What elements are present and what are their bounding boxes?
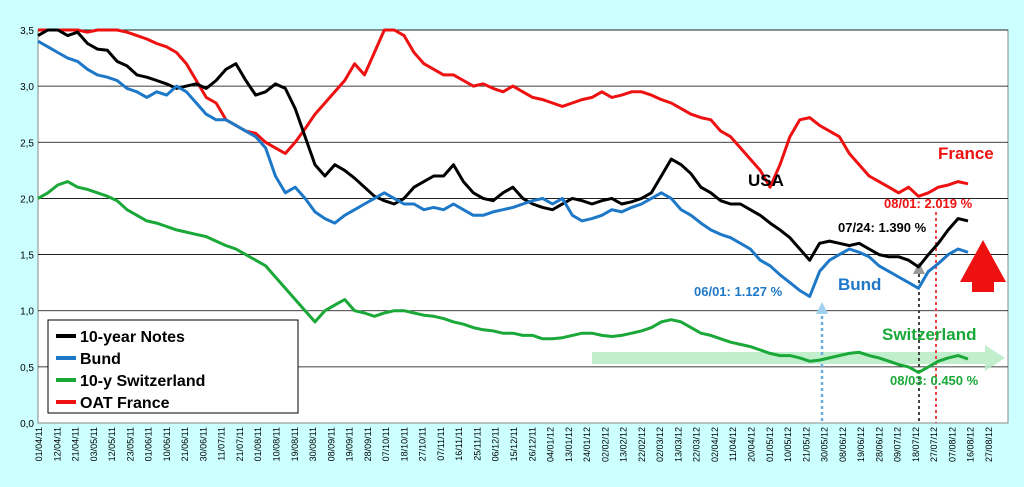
x-tick-label: 16/08/12 (966, 427, 976, 462)
x-tick-label: 20/04/12 (747, 427, 757, 462)
x-tick-label: 13/02/12 (619, 427, 629, 462)
y-tick-label: 2,5 (20, 138, 34, 149)
x-tick-label: 13/03/12 (673, 427, 683, 462)
y-tick-label: 1,0 (20, 307, 34, 318)
x-tick-label: 27/08/12 (984, 427, 994, 462)
label-france-low: 08/01: 2.019 % (884, 196, 973, 211)
red-up-arrow-icon (960, 240, 1006, 292)
x-tick-label: 01/04/11 (34, 427, 44, 461)
x-tick-label: 09/07/12 (893, 427, 903, 462)
y-tick-label: 3,0 (20, 82, 34, 93)
bund-marker-arrow-icon (816, 302, 828, 314)
x-tick-label: 28/09/11 (363, 427, 373, 461)
x-tick-label: 03/05/11 (89, 427, 99, 461)
x-tick-label: 30/05/12 (820, 427, 830, 462)
label-usa-low: 07/24: 1.390 % (838, 220, 927, 235)
x-tick-label: 11/07/11 (217, 427, 227, 461)
x-tick-label: 15/12/11 (509, 427, 519, 461)
x-tick-label: 02/04/12 (710, 427, 720, 462)
y-axis-ticks: 0,0 0,5 1,0 1,5 2,0 2,5 3,0 3,5 (20, 26, 34, 430)
legend-label: 10-year Notes (80, 329, 185, 346)
x-tick-label: 13/01/12 (564, 427, 574, 462)
label-bund: Bund (838, 275, 881, 294)
x-tick-label: 27/10/11 (418, 427, 428, 461)
x-tick-label: 22/03/12 (692, 427, 702, 462)
series-line-oat-france (38, 28, 969, 198)
x-tick-label: 24/01/12 (582, 427, 592, 462)
legend-label: 10-y Switzerland (80, 373, 205, 390)
x-tick-label: 21/05/12 (801, 427, 811, 462)
x-tick-label: 18/10/11 (399, 427, 409, 461)
x-tick-label: 10/05/12 (783, 427, 793, 462)
x-tick-label: 11/04/12 (728, 427, 738, 461)
x-tick-label: 01/08/11 (253, 427, 263, 461)
y-tick-label: 0,0 (20, 419, 34, 430)
x-tick-label: 30/08/11 (308, 427, 318, 461)
x-tick-label: 28/06/12 (874, 427, 884, 462)
series-lines (37, 28, 969, 374)
series-line-bund (37, 39, 969, 298)
x-tick-label: 12/05/11 (107, 427, 117, 461)
x-tick-label: 06/12/11 (491, 427, 501, 461)
label-switzerland: Switzerland (882, 325, 976, 344)
y-tick-label: 2,0 (20, 194, 34, 205)
x-tick-label: 02/03/12 (655, 427, 665, 462)
x-axis-ticks: 01/04/11 12/04/11 21/04/11 03/05/11 12/05/11… (34, 427, 994, 462)
series-line-10-year-notes (37, 28, 969, 269)
x-tick-label: 08/06/12 (838, 427, 848, 462)
x-tick-label: 21/04/11 (71, 427, 81, 461)
x-tick-label: 30/06/11 (198, 427, 208, 461)
x-tick-label: 27/07/12 (929, 427, 939, 462)
x-tick-label: 16/11/11 (454, 427, 464, 461)
x-tick-label: 26/12/11 (527, 427, 537, 461)
x-tick-label: 08/09/11 (326, 427, 336, 461)
x-tick-label: 01/06/11 (144, 427, 154, 461)
x-tick-label: 01/05/12 (765, 427, 775, 462)
x-tick-label: 23/05/11 (125, 427, 135, 461)
x-tick-label: 07/11/11 (436, 427, 446, 461)
legend: 10-year Notes Bund 10-y Switzerland OAT Fra… (47, 319, 299, 414)
x-tick-label: 19/09/11 (345, 427, 355, 461)
x-tick-label: 02/02/12 (600, 427, 610, 462)
x-tick-label: 22/02/12 (637, 427, 647, 462)
x-tick-label: 04/01/12 (546, 427, 556, 462)
legend-label: Bund (80, 351, 121, 368)
x-tick-label: 07/10/11 (381, 427, 391, 461)
legend-box (47, 319, 299, 414)
legend-label: OAT France (80, 395, 170, 412)
y-tick-label: 1,5 (20, 251, 34, 262)
y-tick-label: 3,5 (20, 26, 34, 37)
label-france: France (938, 144, 994, 163)
x-tick-label: 12/04/11 (52, 427, 62, 461)
x-tick-label: 18/07/12 (911, 427, 921, 462)
x-tick-label: 10/08/11 (272, 427, 282, 461)
x-tick-label: 10/06/11 (162, 427, 172, 461)
label-usa: USA (748, 171, 784, 190)
label-swiss-low: 08/03: 0.450 % (890, 373, 979, 388)
x-tick-label: 21/06/11 (180, 427, 190, 461)
x-tick-label: 07/08/12 (947, 427, 957, 462)
x-tick-label: 19/06/12 (856, 427, 866, 462)
x-tick-label: 19/08/11 (290, 427, 300, 461)
series-line-10-y-switzerland (37, 180, 969, 374)
label-bund-low: 06/01: 1.127 % (694, 284, 783, 299)
y-tick-label: 0,5 (20, 363, 34, 374)
x-tick-label: 25/11/11 (472, 427, 482, 461)
x-tick-label: 21/07/11 (235, 427, 245, 461)
